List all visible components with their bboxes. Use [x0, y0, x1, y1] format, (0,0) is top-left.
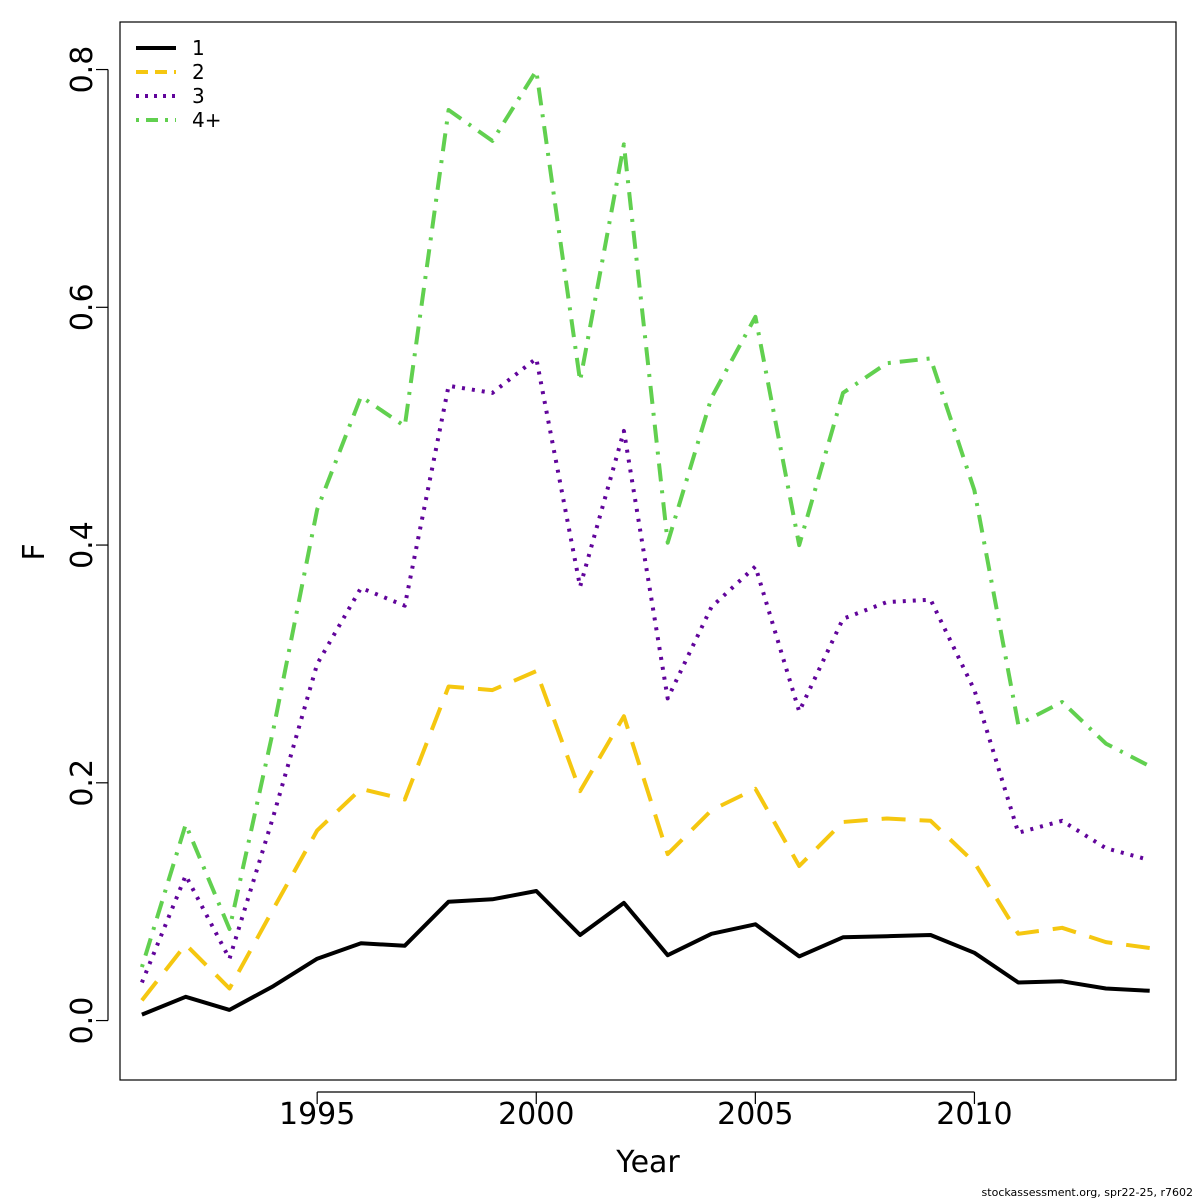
y-tick-label: 0.2 — [65, 759, 100, 807]
y-tick-label: 0.8 — [65, 46, 100, 94]
y-axis: 0.0 0.2 0.4 0.6 0.8 — [65, 46, 109, 1045]
x-tick-label: 2000 — [498, 1097, 574, 1132]
y-tick-label: 0.4 — [65, 521, 100, 569]
y-tick-label: 0.6 — [65, 283, 100, 331]
series-layer — [139, 68, 1151, 1017]
footer-note: stockassessment.org, spr22-25, r7602 — [982, 1186, 1193, 1199]
legend-label: 2 — [192, 60, 205, 84]
series-line-2 — [140, 669, 1150, 1002]
y-tick-label: 0.0 — [65, 997, 100, 1045]
y-axis-title: F — [17, 543, 52, 560]
legend-label: 4+ — [192, 108, 221, 132]
x-tick-label: 2010 — [936, 1097, 1012, 1132]
series-line-4plus — [139, 68, 1151, 968]
x-tick-label: 1995 — [279, 1097, 355, 1132]
x-tick-label: 2005 — [717, 1097, 793, 1132]
plot-frame — [119, 21, 1177, 1081]
series-line-3 — [140, 356, 1151, 984]
x-axis: 1995 2000 2005 2010 — [279, 1091, 1013, 1132]
x-axis-title: Year — [615, 1145, 680, 1180]
legend-label: 3 — [192, 84, 205, 108]
legend-label: 1 — [192, 36, 205, 60]
series-line-1 — [141, 889, 1150, 1017]
